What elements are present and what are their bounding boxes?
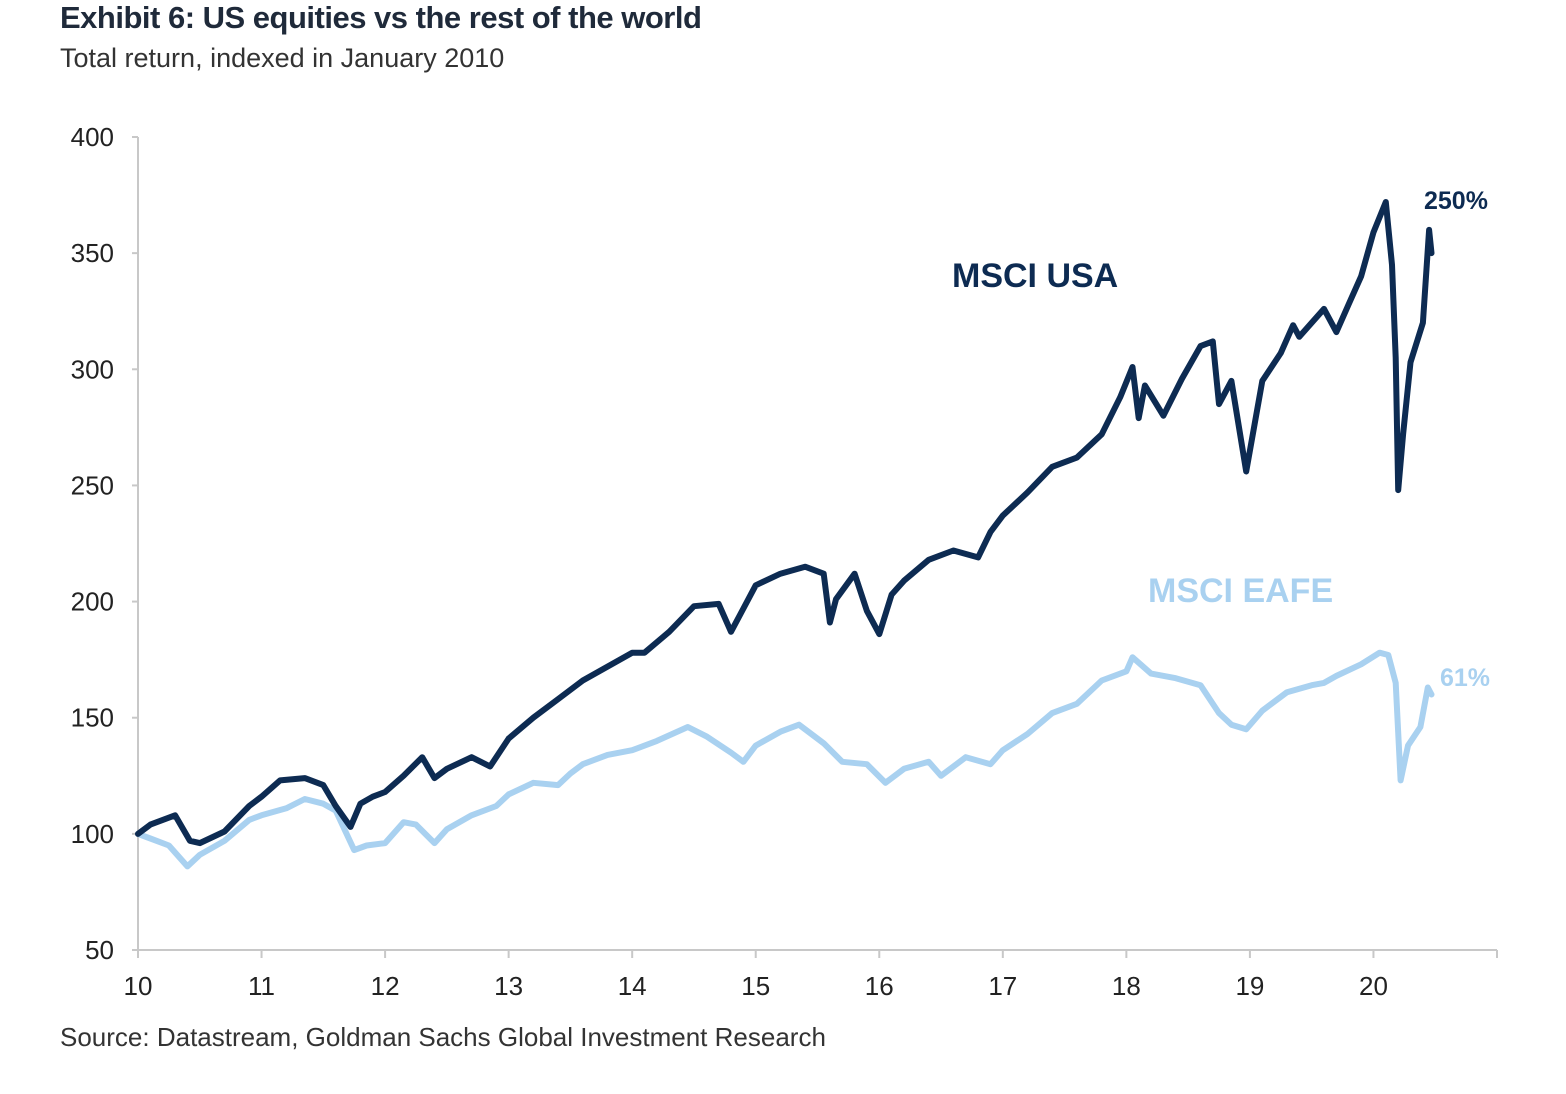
y-tick-label: 100 — [71, 819, 114, 849]
chart-title: Exhibit 6: US equities vs the rest of th… — [60, 0, 702, 35]
y-tick-label: 400 — [71, 122, 114, 152]
x-tick-label: 15 — [741, 971, 770, 1001]
y-tick-label: 200 — [71, 587, 114, 617]
x-tick-label: 12 — [371, 971, 400, 1001]
source-note: Source: Datastream, Goldman Sachs Global… — [60, 1022, 826, 1052]
x-tick-label: 11 — [248, 971, 275, 1001]
x-tick-label: 16 — [865, 971, 894, 1001]
y-tick-label: 150 — [71, 703, 114, 733]
x-tick-label: 17 — [988, 971, 1017, 1001]
end-label-msci-eafe: 61% — [1440, 664, 1490, 692]
x-tick-label: 10 — [124, 971, 153, 1001]
series-label-msci-eafe: MSCI EAFE — [1148, 572, 1333, 610]
x-tick-label: 20 — [1359, 971, 1388, 1001]
series-line-msci-eafe — [135, 649, 1435, 870]
series-lines — [135, 199, 1435, 870]
chart-axes: 50 100 150 200 250 300 350 400 10 11 12 13 14 15 16 17 1… — [71, 122, 1498, 1001]
chart-subtitle: Total return, indexed in January 2010 — [60, 43, 505, 73]
y-tick-label: 300 — [71, 354, 114, 384]
x-tick-label: 18 — [1112, 971, 1141, 1001]
series-label-msci-usa: MSCI USA — [952, 257, 1118, 295]
series-labels: MSCI USA MSCI EAFE 250% 61% — [952, 187, 1490, 692]
series-line-msci-usa — [135, 199, 1435, 847]
y-tick-label: 250 — [71, 470, 114, 500]
x-tick-label: 14 — [618, 971, 647, 1001]
x-tick-label: 19 — [1235, 971, 1264, 1001]
end-label-msci-usa: 250% — [1424, 187, 1488, 215]
x-tick-label: 13 — [494, 971, 523, 1001]
y-tick-label: 50 — [85, 935, 114, 965]
y-tick-label: 350 — [71, 238, 114, 268]
